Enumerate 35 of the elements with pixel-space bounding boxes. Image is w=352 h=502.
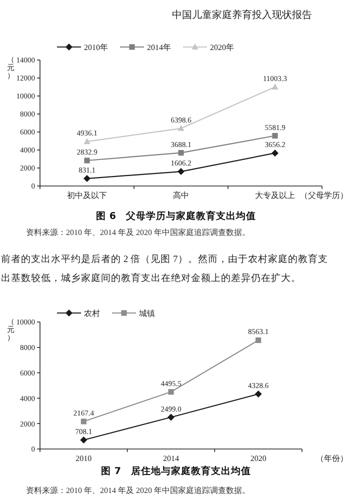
x-tick-label: 2020 (250, 454, 266, 463)
point (168, 414, 174, 421)
x-tick-label: 2010 (76, 454, 92, 463)
text: 图 6 父母学历与家庭教育支出均值 (96, 210, 256, 222)
point (84, 175, 90, 182)
x-axis-title: （年份） (316, 454, 348, 463)
point (256, 337, 262, 344)
text: 中国儿童家庭养育投入现状报告 (172, 9, 312, 21)
point (178, 150, 184, 156)
x-tick-label: 2014 (163, 454, 179, 463)
x-tick-label: 大专及以上 (255, 191, 295, 200)
point (254, 390, 262, 398)
legend-label: 城镇 (138, 309, 155, 318)
x-tick-label: 高中 (173, 191, 189, 200)
point (84, 158, 90, 164)
text: 出基数较低，城乡家庭间的教育支出在绝对金额上的差异仍在扩大。 (1, 272, 301, 284)
text: 前者的支出水平约是后者的 2 倍（见图 7）。然而，由于农村家庭的教育支 (1, 253, 328, 265)
legend-label: 2010年 (84, 43, 108, 52)
point (80, 436, 88, 444)
x-axis-title: （父母学历） (300, 191, 348, 200)
point (84, 138, 90, 144)
point (272, 132, 278, 139)
text: 图 7 居住地与家庭教育支出均值 (101, 465, 251, 477)
text: 资料来源：2010 年、2014 年及 2020 年中国家庭追踪调查数据。 (26, 228, 250, 237)
point (272, 83, 278, 90)
x-tick-label: 初中及以下 (67, 191, 107, 200)
legend-label: 2020年 (210, 43, 234, 52)
legend-label: 2014年 (147, 43, 171, 52)
point (178, 168, 184, 176)
point (178, 124, 184, 131)
point (168, 389, 174, 395)
point (272, 150, 278, 157)
text: 资料来源：2010 年、2014 年及 2020 年中国家庭追踪调查数据。 (26, 486, 250, 495)
legend-label: 农村 (84, 309, 100, 318)
point (80, 418, 86, 424)
